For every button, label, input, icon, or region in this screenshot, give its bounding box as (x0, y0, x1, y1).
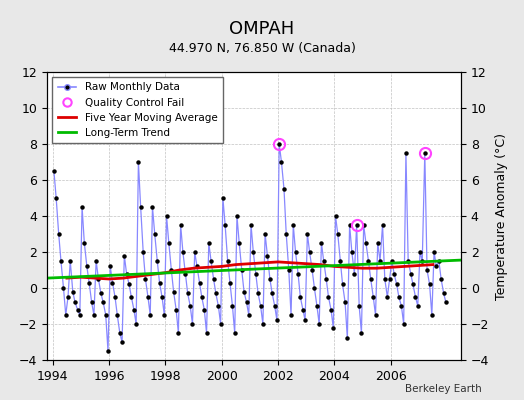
Legend: Raw Monthly Data, Quality Control Fail, Five Year Moving Average, Long-Term Tren: Raw Monthly Data, Quality Control Fail, … (52, 77, 223, 143)
Y-axis label: Temperature Anomaly (°C): Temperature Anomaly (°C) (495, 132, 508, 300)
Text: Berkeley Earth: Berkeley Earth (406, 384, 482, 394)
Text: 44.970 N, 76.850 W (Canada): 44.970 N, 76.850 W (Canada) (169, 42, 355, 55)
Text: OMPAH: OMPAH (230, 20, 294, 38)
